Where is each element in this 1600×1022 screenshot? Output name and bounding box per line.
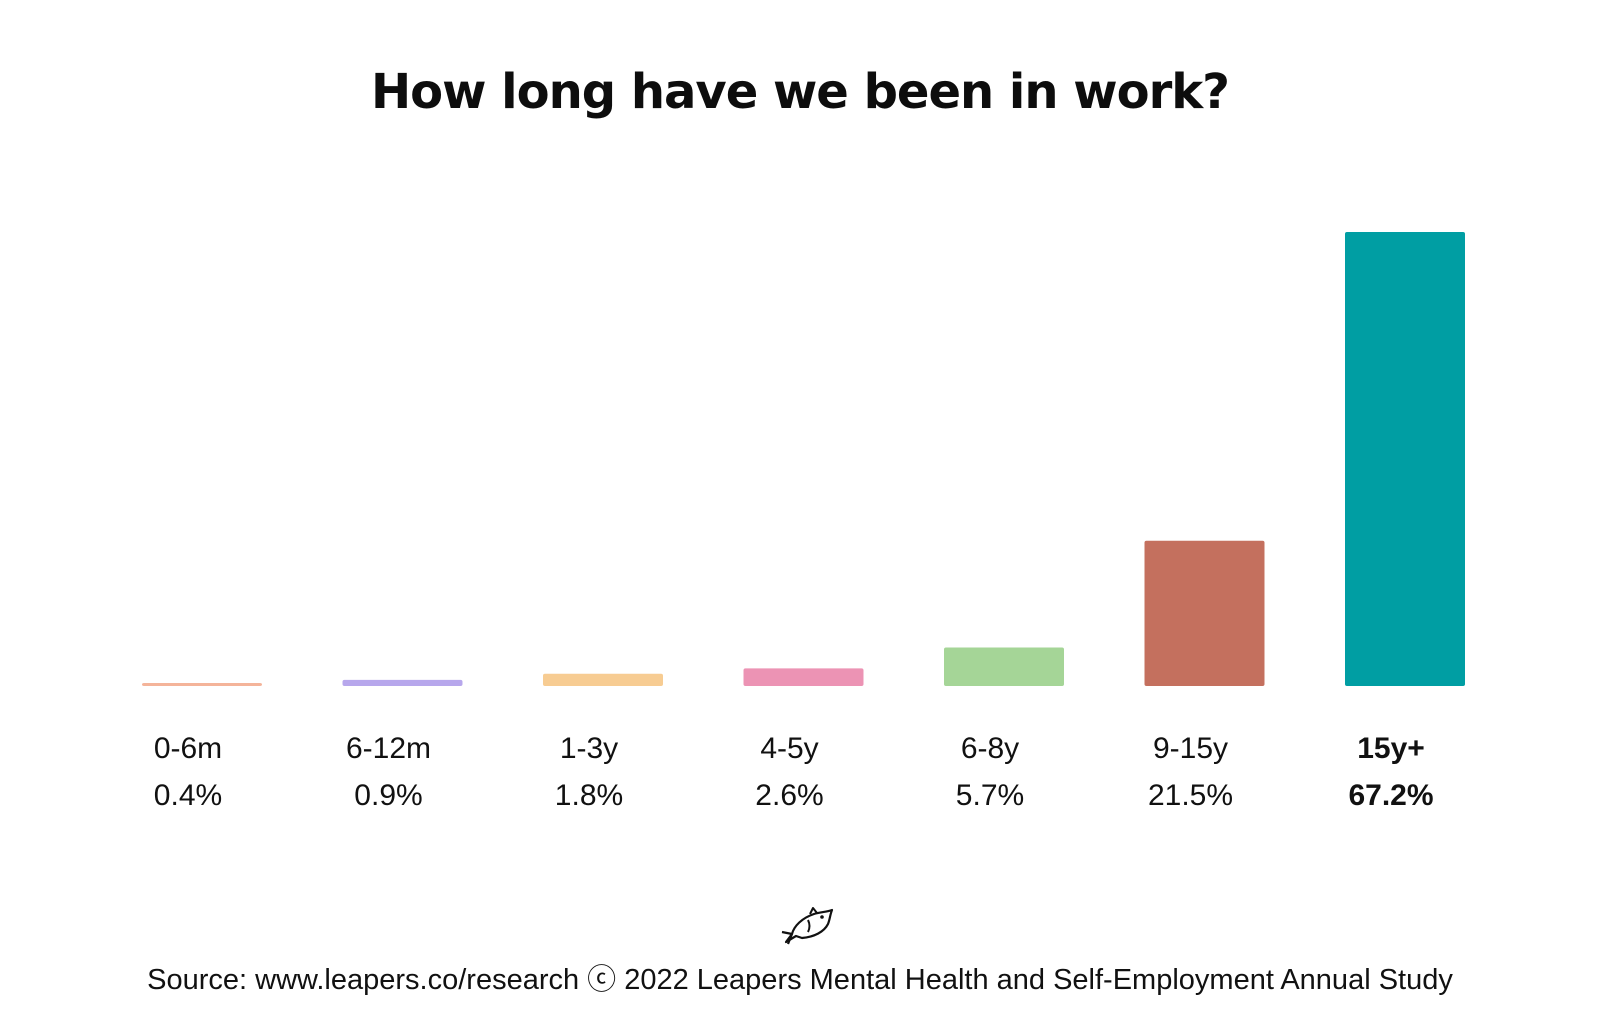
category-label: 1-3y: [560, 732, 618, 765]
value-label: 0.9%: [354, 779, 422, 812]
value-label: 67.2%: [1348, 779, 1433, 812]
chart-title: How long have we been in work?: [370, 64, 1230, 120]
bar-4-5y: [743, 668, 864, 686]
category-label: 15y+: [1357, 732, 1425, 765]
category-labels-group: 0-6m 6-12m 1-3y 4-5y 6-8y 9-15y 15y+: [154, 732, 1425, 765]
source-note: Source: www.leapers.co/research ⓒ 2022 L…: [147, 964, 1453, 996]
bar-6-12m: [342, 679, 463, 686]
category-label: 6-8y: [961, 732, 1019, 765]
value-label: 2.6%: [755, 779, 823, 812]
value-label: 0.4%: [154, 779, 222, 812]
value-label: 5.7%: [956, 779, 1024, 812]
leaping-fish-icon: [781, 907, 834, 945]
category-label: 6-12m: [346, 732, 431, 765]
bar-chart: 0-6m 6-12m 1-3y 4-5y 6-8y 9-15y 15y+ 0.4% 0.9% 1…: [142, 232, 1465, 812]
value-label: 21.5%: [1148, 779, 1233, 812]
bar-0-6m: [142, 683, 262, 686]
bar-1-3y: [543, 673, 663, 686]
bar-9-15y: [1144, 540, 1265, 686]
category-label: 0-6m: [154, 732, 222, 765]
bar-6-8y: [944, 647, 1064, 686]
category-label: 4-5y: [760, 732, 818, 765]
category-label: 9-15y: [1153, 732, 1228, 765]
value-label: 1.8%: [555, 779, 623, 812]
value-labels-group: 0.4% 0.9% 1.8% 2.6% 5.7% 21.5% 67.2%: [154, 779, 1434, 812]
bar-15y+: [1345, 232, 1465, 686]
bars-group: [142, 232, 1465, 686]
